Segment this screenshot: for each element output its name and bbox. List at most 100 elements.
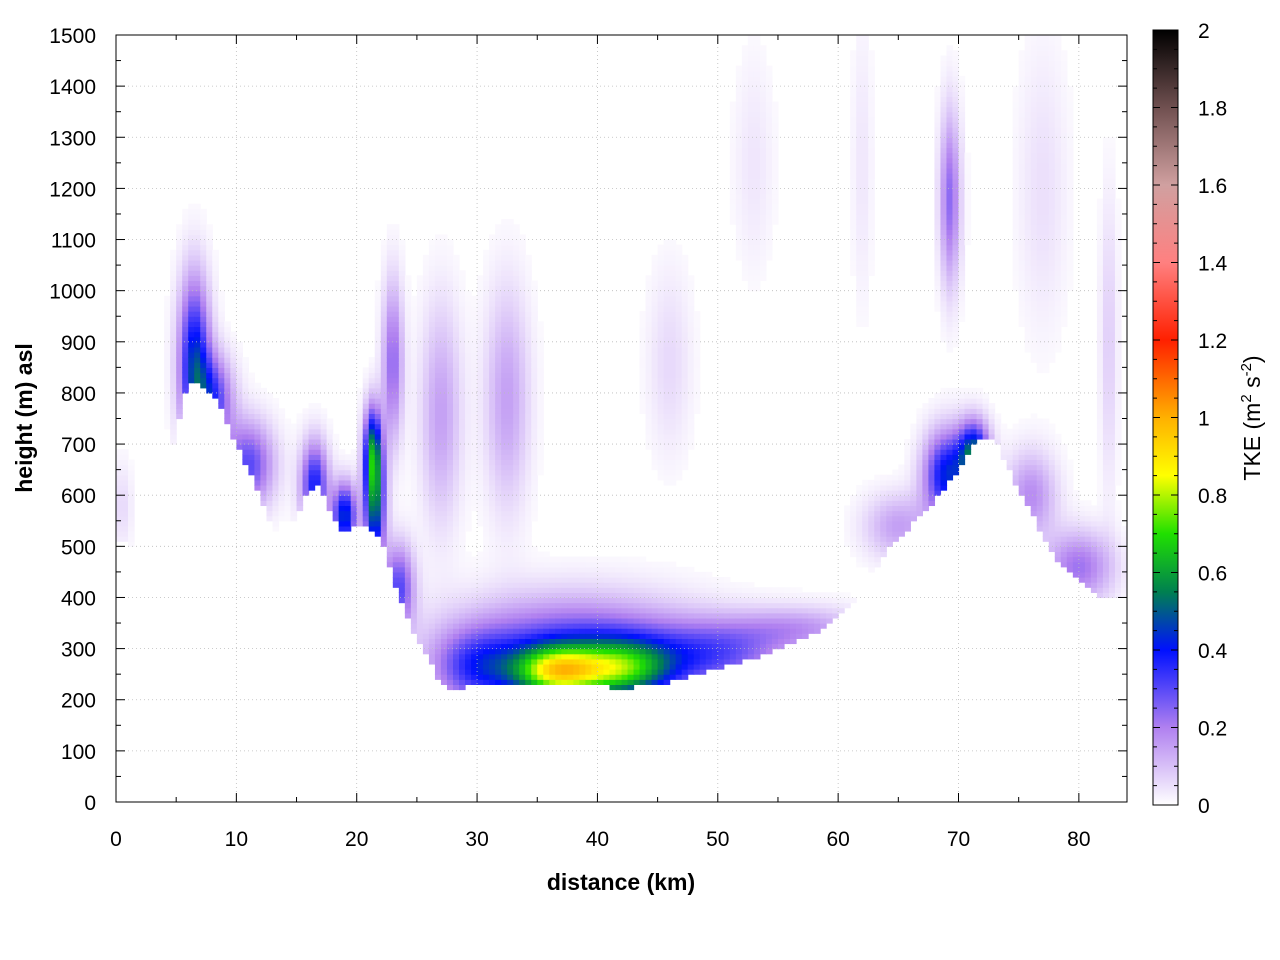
tke-cell: [856, 556, 863, 563]
tke-cell: [320, 469, 328, 476]
tke-cell: [188, 259, 195, 266]
tke-cell: [513, 444, 520, 450]
tke-cell: [675, 633, 683, 639]
tke-cell: [856, 275, 863, 282]
tke-cell: [669, 275, 677, 282]
tke-cell: [747, 219, 755, 225]
tke-cell: [669, 300, 677, 307]
tke-cell: [188, 357, 195, 363]
tke-cell: [657, 367, 665, 374]
tke-cell: [525, 326, 532, 333]
tke-cell: [434, 249, 442, 256]
tke-cell: [597, 612, 605, 619]
tke-cell: [561, 617, 568, 624]
tke-cell: [416, 469, 424, 476]
tke-cell: [777, 623, 785, 629]
tke-cell: [771, 203, 779, 210]
tke-cell: [651, 587, 659, 593]
tke-cell: [771, 111, 779, 118]
tke-cell: [495, 387, 502, 394]
tke-cell: [410, 454, 418, 460]
tke-cell: [489, 285, 496, 292]
tke-cell: [471, 633, 478, 639]
tke-cell: [633, 669, 641, 675]
tke-cell: [428, 295, 436, 302]
tke-cell: [567, 571, 574, 578]
tke-cell: [392, 438, 400, 445]
tke-cell: [862, 546, 869, 553]
tke-cell: [368, 479, 376, 486]
tke-cell: [675, 392, 683, 399]
tke-cell: [525, 392, 532, 399]
tke-cell: [729, 592, 737, 599]
tke-cell: [639, 566, 647, 573]
tke-cell: [519, 408, 526, 414]
tke-cell: [495, 382, 502, 389]
tke-cell: [446, 587, 454, 593]
tke-cell: [440, 484, 448, 491]
tke-cell: [248, 428, 256, 435]
tke-cell: [645, 316, 653, 322]
tke-cell: [302, 490, 310, 496]
tke-cell: [597, 617, 605, 624]
tke-cell: [537, 438, 544, 445]
tke-cell: [440, 566, 448, 573]
tke-cell: [693, 648, 701, 655]
tke-cell: [200, 290, 207, 297]
tke-cell: [609, 684, 617, 691]
tke-cell: [410, 311, 418, 317]
tke-cell: [862, 270, 869, 276]
tke-cell: [453, 423, 460, 430]
tke-cell: [248, 408, 256, 414]
tke-cell: [741, 607, 749, 614]
tke-cell: [206, 270, 213, 276]
tke-cell: [477, 612, 484, 619]
tke-cell: [440, 623, 448, 629]
tke-cell: [753, 208, 761, 215]
tke-cell: [717, 663, 725, 670]
tke-cell: [374, 382, 382, 389]
tke-cell: [416, 392, 424, 399]
tke-cell: [495, 546, 502, 553]
tke-cell: [440, 474, 448, 481]
tke-cell: [645, 577, 653, 583]
tke-cell: [741, 121, 749, 128]
tke-cell: [543, 628, 550, 634]
tke-cell: [422, 464, 430, 471]
tke-cell: [669, 336, 677, 343]
tke-cell: [206, 352, 213, 358]
tke-cell: [422, 444, 430, 450]
tke-cell: [501, 336, 508, 343]
tke-cell: [200, 336, 207, 343]
tke-cell: [182, 208, 189, 215]
tke-cell: [236, 403, 243, 409]
tke-cell: [194, 219, 201, 225]
tke-cell: [410, 541, 418, 547]
tke-cell: [513, 454, 520, 460]
tke-cell: [471, 587, 478, 593]
tke-cell: [621, 597, 629, 604]
tke-cell: [314, 438, 322, 445]
tke-cell: [404, 607, 412, 614]
tke-cell: [519, 249, 526, 256]
tke-cell: [230, 382, 237, 389]
tke-cell: [519, 658, 526, 665]
tke-cell: [747, 597, 755, 604]
tke-cell: [254, 418, 262, 425]
tke-cell: [392, 510, 400, 517]
tke-cell: [477, 653, 484, 660]
tke-cell: [753, 65, 761, 72]
tke-cell: [573, 587, 580, 593]
tke-cell: [440, 438, 448, 445]
tke-cell: [741, 203, 749, 210]
tke-cell: [495, 658, 502, 665]
tke-cell: [188, 316, 195, 322]
tke-cell: [471, 623, 478, 629]
tke-cell: [386, 387, 394, 394]
tke-cell: [555, 648, 562, 655]
tke-cell: [753, 55, 761, 62]
tke-cell: [489, 577, 496, 583]
tke-cell: [200, 306, 207, 312]
tke-cell: [495, 525, 502, 532]
tke-cell: [735, 602, 743, 609]
